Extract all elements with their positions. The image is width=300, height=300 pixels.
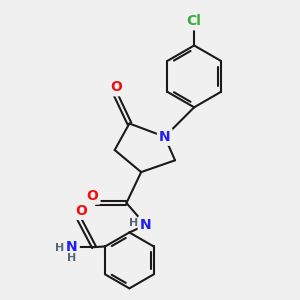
Text: H: H [55, 243, 64, 253]
Text: H: H [129, 218, 138, 228]
Text: Cl: Cl [187, 14, 202, 28]
Text: O: O [75, 204, 87, 218]
Text: O: O [110, 80, 122, 94]
Text: H: H [67, 254, 76, 263]
Text: N: N [140, 218, 152, 232]
Text: N: N [66, 240, 78, 254]
Text: O: O [87, 189, 98, 202]
Text: N: N [159, 130, 170, 144]
